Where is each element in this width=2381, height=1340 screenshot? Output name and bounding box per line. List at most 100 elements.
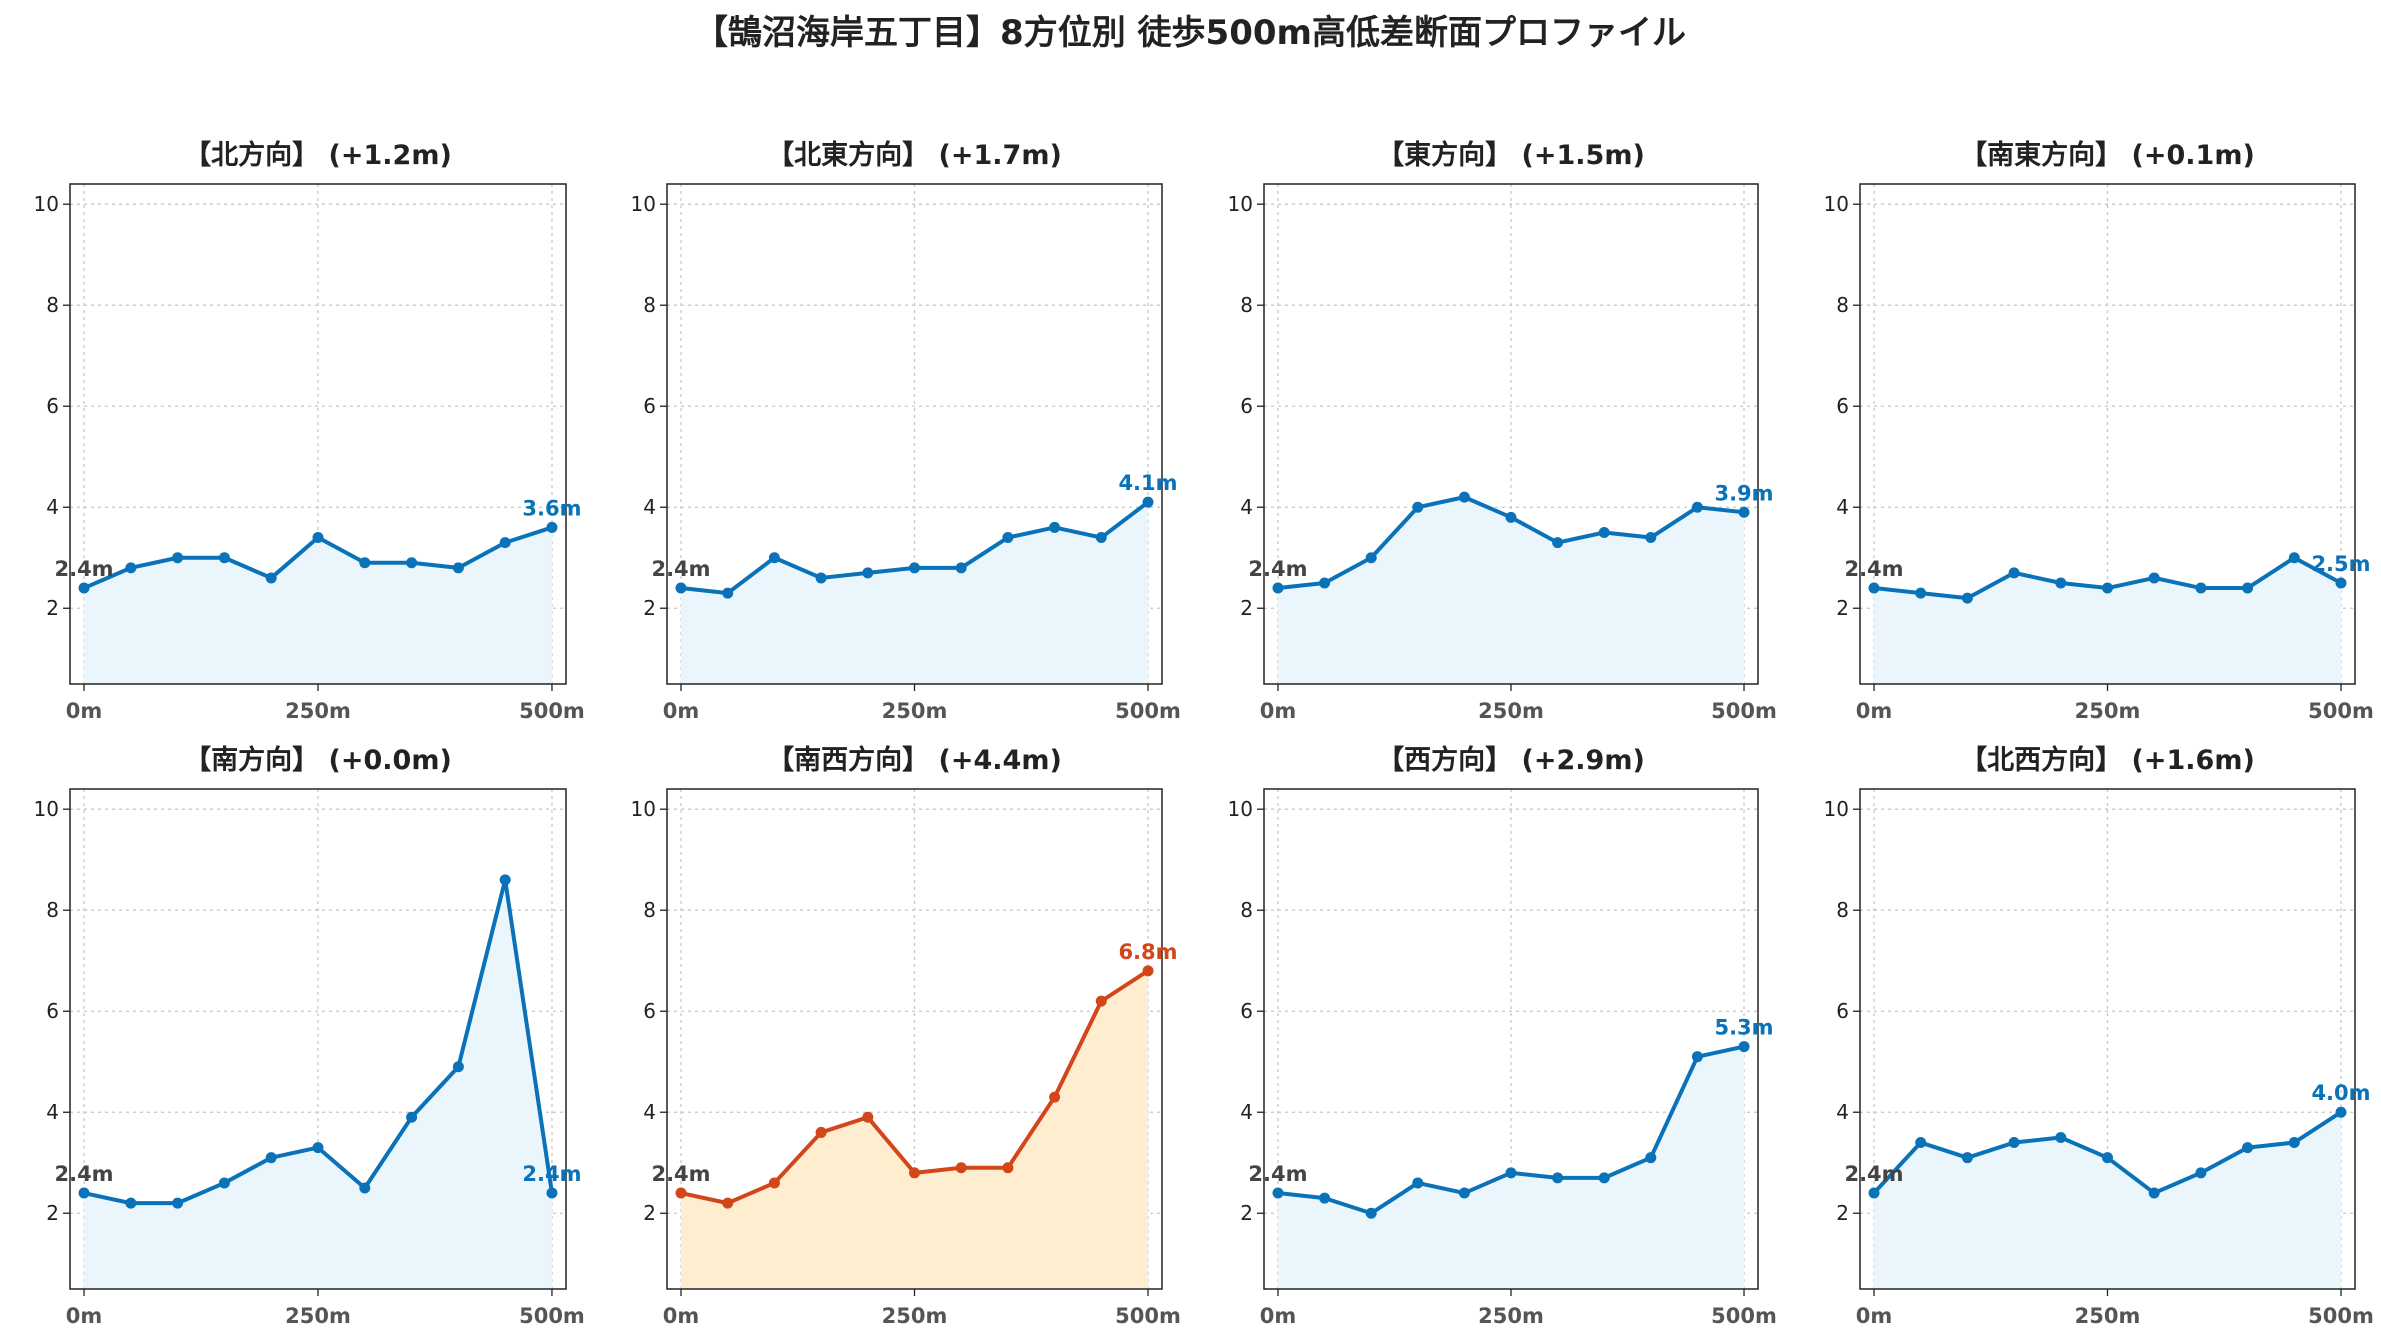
data-point [78, 582, 90, 594]
area-fill [681, 970, 1148, 1289]
data-point [452, 1061, 464, 1073]
start-value-label: 2.4m [1248, 1162, 1307, 1186]
data-point [1598, 526, 1610, 538]
x-tick-label: 500m [1711, 699, 1777, 723]
data-point [406, 1111, 418, 1123]
panel-title: 【南東方向】 (+0.1m) [1960, 139, 2255, 171]
x-tick-label: 0m [66, 1304, 103, 1328]
y-tick-label: 8 [1240, 293, 1253, 317]
data-point [312, 1142, 324, 1154]
data-point [909, 1167, 920, 1179]
y-tick-label: 2 [1836, 1201, 1849, 1225]
plot-frame [1263, 788, 1759, 1290]
y-tick-label: 10 [1228, 797, 1253, 821]
x-tick-label: 250m [1478, 1304, 1544, 1328]
panel-7: 【西方向】 (+2.9m) 2 4 6 8 10 0m 250m 500m 2.4m 5.3m [1228, 744, 1777, 1328]
panel-2: 【北東方向】 (+1.7m) 2 4 6 8 10 0m 250m 500m 2.4m 4.1m [631, 139, 1181, 723]
data-point [1002, 532, 1014, 544]
y-tick-label: 10 [34, 797, 59, 821]
y-tick-label: 4 [46, 1100, 59, 1124]
data-point [499, 874, 511, 886]
y-tick-label: 6 [1836, 999, 1849, 1023]
data-point [218, 552, 230, 564]
panel-title: 【北方向】 (+1.2m) [184, 139, 452, 171]
panel-title: 【東方向】 (+1.5m) [1377, 139, 1645, 171]
data-point [406, 557, 418, 569]
data-point [546, 521, 558, 533]
data-point [2195, 582, 2207, 594]
panel-title: 【北東方向】 (+1.7m) [767, 139, 1062, 171]
data-point [359, 1182, 371, 1194]
data-point [1915, 587, 1927, 599]
data-point [1691, 1051, 1703, 1063]
panel-3: 【東方向】 (+1.5m) 2 4 6 8 10 0m 250m 500m 2.4m 3.9m [1228, 139, 1777, 723]
x-tick-label: 250m [2075, 1304, 2141, 1328]
x-tick-label: 500m [519, 1304, 585, 1328]
data-point [172, 1197, 184, 1209]
figure-title: 【鵠沼海岸五丁目】8方位別 徒歩500m高低差断面プロファイル [694, 13, 1686, 53]
y-tick-label: 6 [46, 394, 59, 418]
data-point [1552, 1172, 1564, 1184]
x-tick-label: 500m [1711, 1304, 1777, 1328]
y-tick-label: 4 [46, 495, 59, 519]
y-tick-label: 8 [46, 898, 59, 922]
data-point [1691, 501, 1703, 513]
data-point [1868, 582, 1880, 594]
y-tick-label: 8 [643, 293, 656, 317]
data-point [2288, 1137, 2300, 1149]
data-point [1505, 511, 1517, 523]
data-point [1645, 532, 1657, 544]
data-point [862, 567, 874, 579]
data-point [909, 562, 920, 574]
y-tick-label: 2 [643, 596, 656, 620]
x-tick-label: 250m [285, 699, 351, 723]
data-point [1365, 552, 1377, 564]
data-point [2102, 582, 2113, 594]
data-point [1738, 1041, 1750, 1053]
x-tick-label: 500m [2308, 699, 2374, 723]
x-tick-label: 500m [519, 699, 585, 723]
x-tick-label: 0m [1260, 1304, 1297, 1328]
area-fill [1874, 1112, 2341, 1289]
y-tick-label: 4 [1240, 495, 1253, 519]
y-tick-label: 6 [1836, 394, 1849, 418]
data-point [768, 552, 780, 564]
data-point [2335, 1106, 2347, 1118]
data-point [1095, 532, 1107, 544]
data-point [1002, 1162, 1014, 1174]
data-point [675, 1187, 687, 1199]
data-point [1272, 582, 1284, 594]
x-tick-label: 0m [663, 1304, 700, 1328]
y-tick-label: 8 [1836, 293, 1849, 317]
data-point [2242, 1142, 2254, 1154]
end-value-label: 5.3m [1714, 1016, 1773, 1040]
end-value-label: 4.0m [2311, 1081, 2370, 1105]
y-tick-label: 2 [46, 596, 59, 620]
end-value-label: 3.6m [522, 496, 581, 520]
plot-frame [1859, 183, 2356, 685]
data-point [722, 1197, 734, 1209]
data-point [1458, 491, 1470, 503]
data-point [1412, 1177, 1424, 1189]
y-tick-label: 4 [1240, 1100, 1253, 1124]
data-point [1961, 592, 1973, 604]
data-point [815, 1126, 827, 1138]
area-fill [1277, 497, 1745, 684]
data-point [1915, 1137, 1927, 1149]
area-fill [84, 879, 552, 1289]
data-point [78, 1187, 90, 1199]
data-point [2008, 567, 2020, 579]
data-point [1272, 1187, 1284, 1199]
data-point [125, 1197, 137, 1209]
y-tick-label: 8 [1836, 898, 1849, 922]
x-tick-label: 0m [1856, 1304, 1893, 1328]
data-point [1319, 1192, 1331, 1204]
data-point [722, 587, 734, 599]
y-tick-label: 10 [1824, 192, 1849, 216]
y-tick-label: 2 [46, 1201, 59, 1225]
x-tick-label: 250m [285, 1304, 351, 1328]
y-tick-label: 8 [46, 293, 59, 317]
start-value-label: 2.4m [1248, 557, 1307, 581]
data-point [1319, 577, 1331, 589]
start-value-label: 2.4m [651, 557, 710, 581]
